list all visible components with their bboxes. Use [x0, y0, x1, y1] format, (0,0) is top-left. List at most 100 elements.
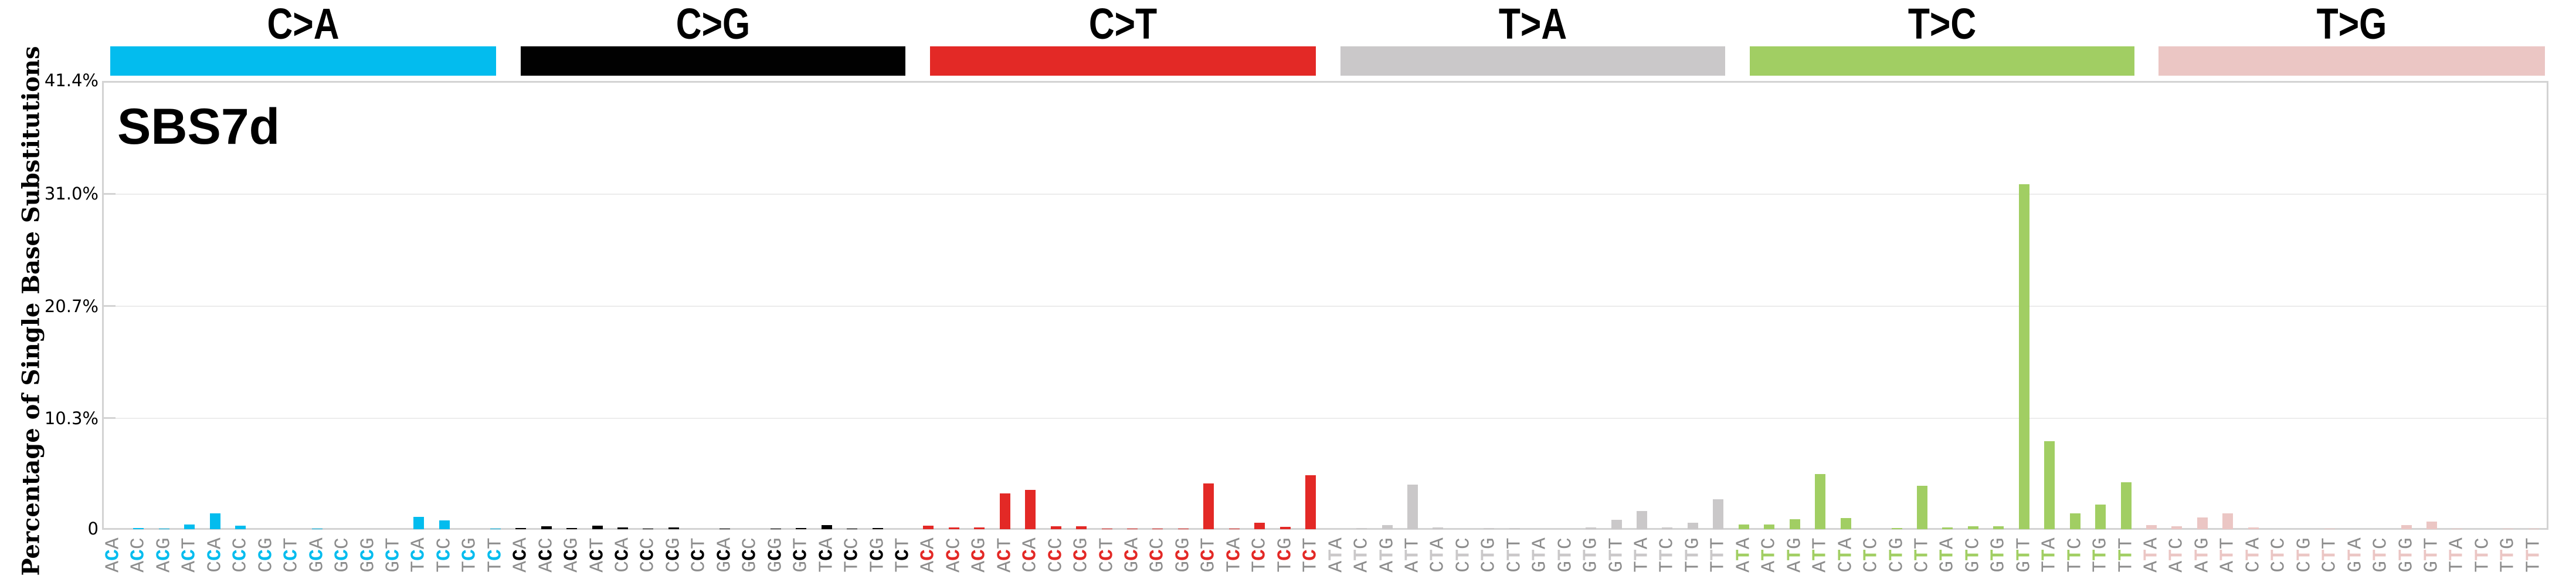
x-label-gct: GCT: [790, 537, 812, 573]
bar-atg-t-g: [2197, 517, 2208, 529]
bar-gtc-t-c: [1967, 526, 1978, 529]
x-label-atg: ATG: [1784, 537, 1806, 573]
bar-tca-c-g: [821, 525, 832, 529]
bar-tcc-c-t: [1254, 522, 1265, 529]
bar-ctt-t-a: [1509, 528, 1520, 529]
x-label-att: ATT: [1401, 537, 1424, 573]
x-label-gcc: GCC: [331, 537, 354, 573]
bar-cca-c-t: [1025, 490, 1036, 529]
header-label-t-c: T>C: [1908, 0, 1977, 48]
x-label-tcg: TCG: [1274, 537, 1297, 573]
x-label-tct: TCT: [892, 537, 914, 573]
x-label-tta: TTA: [2038, 537, 2061, 573]
y-tick-31-0: 31.0%: [44, 184, 99, 204]
bar-gcg-c-t: [1177, 528, 1189, 529]
bar-acc-c-t: [948, 527, 959, 529]
x-label-gtc: GTC: [2370, 537, 2392, 573]
header-label-c-a: C>A: [267, 0, 340, 48]
bar-aca-c-g: [515, 528, 527, 529]
x-label-tca: TCA: [816, 537, 838, 573]
bar-gtg-t-g: [2401, 525, 2412, 529]
x-label-act: ACT: [178, 537, 201, 573]
x-label-cct: CCT: [280, 537, 303, 573]
bar-ctt-t-c: [1916, 486, 1927, 529]
x-label-tcg: TCG: [459, 537, 481, 573]
bar-ccg-c-t: [1076, 526, 1087, 529]
x-label-aca: ACA: [917, 537, 939, 573]
bar-ttc-t-a: [1662, 527, 1673, 529]
x-label-tcg: TCG: [867, 537, 888, 573]
x-label-cct: CCT: [688, 537, 710, 573]
x-label-gca: GCA: [714, 537, 736, 573]
bar-tcc-c-g: [847, 528, 858, 529]
x-label-ctg: CTG: [1886, 537, 1908, 573]
x-label-ccg: CCG: [255, 537, 277, 573]
x-label-cta: CTA: [1835, 537, 1857, 573]
x-label-gtt: GTT: [1606, 537, 1628, 573]
header-bar-c-g: [521, 46, 905, 76]
bar-ttt-t-g: [2528, 528, 2539, 529]
gridline-20-7: [104, 306, 2547, 307]
x-label-act: ACT: [586, 537, 609, 573]
bar-tct-c-t: [1305, 475, 1316, 529]
bar-tcg-c-t: [1279, 527, 1291, 529]
signature-title: SBS7d: [117, 99, 280, 155]
x-label-ctg: CTG: [2293, 537, 2316, 573]
y-tick-10-3: 10.3%: [44, 408, 99, 428]
bar-ccc-c-t: [1050, 526, 1061, 529]
bar-gcg-c-g: [770, 528, 781, 529]
x-label-ccg: CCG: [1070, 537, 1092, 573]
tick-mark-10-3: [104, 417, 116, 419]
x-label-tcc: TCC: [841, 537, 863, 573]
bar-ccc-c-g: [643, 528, 654, 529]
x-label-ctc: CTC: [2268, 537, 2290, 573]
bar-tca-c-t: [1228, 528, 1240, 529]
plot-frame: [102, 81, 2548, 530]
bar-atc-t-c: [1764, 525, 1775, 529]
x-label-aca: ACA: [102, 537, 124, 573]
bar-att-t-a: [1407, 485, 1418, 529]
x-label-acc: ACC: [535, 537, 558, 573]
bar-acg-c-g: [566, 528, 578, 529]
x-label-atc: ATC: [2166, 537, 2188, 573]
bar-gct-c-t: [1203, 483, 1214, 529]
x-label-gtc: GTC: [1962, 537, 1984, 573]
header-label-c-g: C>G: [676, 0, 751, 48]
bar-cta-t-c: [1840, 517, 1851, 529]
bar-gca-c-a: [311, 528, 323, 529]
bar-acc-c-g: [541, 526, 552, 529]
x-label-tct: TCT: [484, 537, 507, 573]
bar-tcg-c-g: [872, 528, 883, 529]
x-label-tta: TTA: [1631, 537, 1653, 573]
x-label-tct: TCT: [1299, 537, 1322, 573]
bar-ttt-t-c: [2120, 482, 2132, 529]
header-label-t-a: T>A: [1498, 0, 1567, 48]
bar-gtt-t-c: [2018, 184, 2029, 529]
x-label-gtc: GTC: [1555, 537, 1577, 573]
x-label-atc: ATC: [1350, 537, 1373, 573]
x-label-cta: CTA: [2242, 537, 2265, 573]
header-bar-c-t: [930, 46, 1316, 76]
x-label-cca: CCA: [204, 537, 226, 573]
bar-tta-t-c: [2044, 441, 2055, 529]
x-label-gtt: GTT: [2013, 537, 2035, 573]
gridline-31-0: [104, 194, 2547, 195]
x-label-gta: GTA: [1529, 537, 1551, 573]
bar-ttg-t-a: [1687, 522, 1698, 529]
x-label-acc: ACC: [943, 537, 965, 573]
x-label-ttt: TTT: [2523, 537, 2545, 573]
x-label-atc: ATC: [1758, 537, 1780, 573]
bar-gca-c-t: [1127, 528, 1138, 529]
x-label-gct: GCT: [1197, 537, 1220, 573]
bar-acc-c-a: [133, 528, 144, 529]
bar-gtg-t-c: [1993, 526, 2004, 529]
bar-tct-c-a: [490, 528, 501, 529]
x-label-cct: CCT: [1096, 537, 1118, 573]
x-label-gta: GTA: [2344, 537, 2367, 573]
bar-gta-t-c: [1942, 527, 1953, 529]
bar-act-c-a: [184, 525, 195, 529]
bar-cca-c-a: [209, 513, 220, 529]
x-label-tca: TCA: [1223, 537, 1245, 573]
header-bar-t-c: [1750, 46, 2134, 76]
x-label-att: ATT: [1809, 537, 1831, 573]
